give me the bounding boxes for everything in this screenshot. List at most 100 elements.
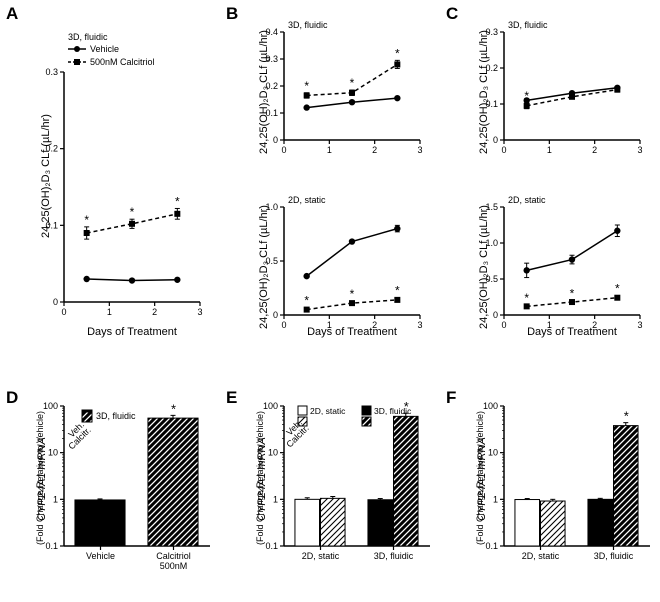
panel-b-bot-plot: 00.51.00123*** [282, 193, 422, 333]
svg-text:3: 3 [637, 145, 642, 155]
svg-text:2: 2 [592, 145, 597, 155]
svg-text:0.2: 0.2 [485, 63, 498, 73]
svg-text:0: 0 [501, 145, 506, 155]
panel-e: CYP24A1 mRNA (Fold Change Relative to Ve… [282, 400, 432, 570]
panel-c-xlabel: Days of Treatment [517, 326, 627, 338]
svg-text:Vehicle: Vehicle [86, 551, 115, 561]
svg-text:100: 100 [43, 401, 58, 411]
svg-text:3D, fluidic: 3D, fluidic [374, 551, 414, 561]
panel-c-top-plot: 00.10.20.30123* [502, 18, 642, 158]
svg-text:1: 1 [547, 145, 552, 155]
svg-text:2D, static: 2D, static [522, 551, 560, 561]
svg-text:0.1: 0.1 [45, 541, 58, 551]
svg-text:0: 0 [493, 310, 498, 320]
svg-text:2: 2 [152, 307, 157, 317]
panel-c-top-ylabel: 24,25(OH)₂D₃ CLf (µL/hr) [478, 17, 490, 167]
svg-text:3: 3 [197, 307, 202, 317]
svg-text:1: 1 [493, 494, 498, 504]
svg-text:0.2: 0.2 [265, 81, 278, 91]
panel-c-bot-plot: 00.51.01.50123*** [502, 193, 642, 333]
svg-text:0: 0 [501, 320, 506, 330]
svg-text:0: 0 [273, 135, 278, 145]
panel-label-c: C [446, 4, 458, 24]
svg-text:*: * [395, 284, 400, 298]
panel-c-bot: 2D, static 24,25(OH)₂D₃ CLf (µL/hr) 00.5… [502, 193, 642, 333]
svg-text:*: * [304, 293, 309, 307]
svg-text:3: 3 [637, 320, 642, 330]
svg-text:0.5: 0.5 [265, 256, 278, 266]
svg-text:1: 1 [53, 494, 58, 504]
panel-a-legend: Vehicle 500nM Calcitriol [68, 44, 188, 70]
svg-text:2D, static: 2D, static [310, 406, 346, 416]
svg-text:0.1: 0.1 [265, 541, 278, 551]
svg-text:10: 10 [48, 448, 58, 458]
svg-text:0: 0 [53, 297, 58, 307]
svg-text:10: 10 [488, 448, 498, 458]
panel-a-plot: 00.10.20.30123*** [62, 30, 202, 320]
svg-text:0.3: 0.3 [485, 27, 498, 37]
panel-d: CYP24A1 mRNA (Fold Change Relative to Ve… [62, 400, 212, 570]
panel-b-bot-ylabel: 24,25(OH)₂D₃ CLf (µL/hr) [258, 192, 270, 342]
panel-b-bot: 2D, static 24,25(OH)₂D₃ CLf (µL/hr) 00.5… [282, 193, 422, 333]
panel-b-top-ylabel: 24,25(OH)₂D₃ CLf (µL/hr) [258, 17, 270, 167]
svg-text:3D, fluidic: 3D, fluidic [594, 551, 634, 561]
panel-b-top: 3D, fluidic 24,25(OH)₂D₃ CLf (µL/hr) 00.… [282, 18, 422, 158]
svg-text:1.0: 1.0 [485, 238, 498, 248]
svg-text:500nM: 500nM [160, 561, 188, 571]
svg-text:*: * [624, 409, 629, 424]
svg-text:0: 0 [281, 145, 286, 155]
svg-text:0.3: 0.3 [265, 54, 278, 64]
svg-text:1: 1 [327, 145, 332, 155]
svg-text:3: 3 [417, 145, 422, 155]
panel-b-top-plot: 00.10.20.30.40123*** [282, 18, 422, 158]
svg-text:*: * [615, 282, 620, 296]
panel-f-plot: 0.11101002D, static*3D, fluidic [502, 400, 652, 570]
panel-label-b: B [226, 4, 238, 24]
svg-text:0.1: 0.1 [485, 99, 498, 109]
svg-text:2D, static: 2D, static [302, 551, 340, 561]
svg-text:*: * [175, 194, 180, 208]
panel-d-plot: 3D, fluidicVeh.Calcitr.0.1110100Vehicle*… [62, 400, 212, 570]
svg-text:*: * [404, 399, 409, 414]
svg-text:3: 3 [417, 320, 422, 330]
svg-text:3D, fluidic: 3D, fluidic [96, 411, 136, 421]
panel-label-d: D [6, 388, 18, 408]
panel-d-ylabel2: (Fold Change Relative to Vehicle) [35, 383, 45, 573]
svg-text:*: * [524, 291, 529, 305]
svg-text:1: 1 [107, 307, 112, 317]
svg-text:0.4: 0.4 [265, 27, 278, 37]
svg-text:*: * [304, 79, 309, 93]
panel-e-ylabel2: (Fold Change Relative to Vehicle) [255, 383, 265, 573]
svg-text:*: * [395, 46, 400, 60]
svg-text:0.5: 0.5 [485, 274, 498, 284]
svg-text:2: 2 [372, 145, 377, 155]
panel-f-ylabel2: (Fold Change Relative to Vehicle) [475, 383, 485, 573]
svg-text:0: 0 [281, 320, 286, 330]
panel-b-xlabel: Days of Treatment [297, 326, 407, 338]
svg-text:*: * [524, 89, 529, 103]
legend-calcitriol: 500nM Calcitriol [90, 57, 155, 67]
panel-c-top: 3D, fluidic 24,25(OH)₂D₃ CLf (µL/hr) 00.… [502, 18, 642, 158]
svg-text:0.3: 0.3 [45, 67, 58, 77]
panel-e-plot: 2D, static3D, fluidicVeh.Calcitr.0.11101… [282, 400, 432, 570]
svg-text:0.1: 0.1 [45, 220, 58, 230]
svg-text:Calcitriol: Calcitriol [156, 551, 191, 561]
svg-text:*: * [130, 205, 135, 219]
svg-text:10: 10 [268, 448, 278, 458]
panel-a-xlabel: Days of Treatment [77, 326, 187, 338]
svg-text:100: 100 [483, 401, 498, 411]
panel-label-a: A [6, 4, 18, 24]
svg-text:1.0: 1.0 [265, 202, 278, 212]
svg-text:0.1: 0.1 [265, 108, 278, 118]
svg-text:0.2: 0.2 [45, 144, 58, 154]
svg-text:*: * [350, 287, 355, 301]
svg-text:*: * [570, 287, 575, 301]
panel-c-bot-ylabel: 24,25(OH)₂D₃ CLf (µL/hr) [478, 192, 490, 342]
svg-text:*: * [84, 213, 89, 227]
svg-text:*: * [350, 76, 355, 90]
svg-text:1.5: 1.5 [485, 202, 498, 212]
svg-text:0: 0 [493, 135, 498, 145]
svg-text:100: 100 [263, 401, 278, 411]
svg-text:0: 0 [61, 307, 66, 317]
figure: A B C D E F 3D, fluidic 24,25(OH)₂D₃ CLf… [0, 0, 660, 602]
